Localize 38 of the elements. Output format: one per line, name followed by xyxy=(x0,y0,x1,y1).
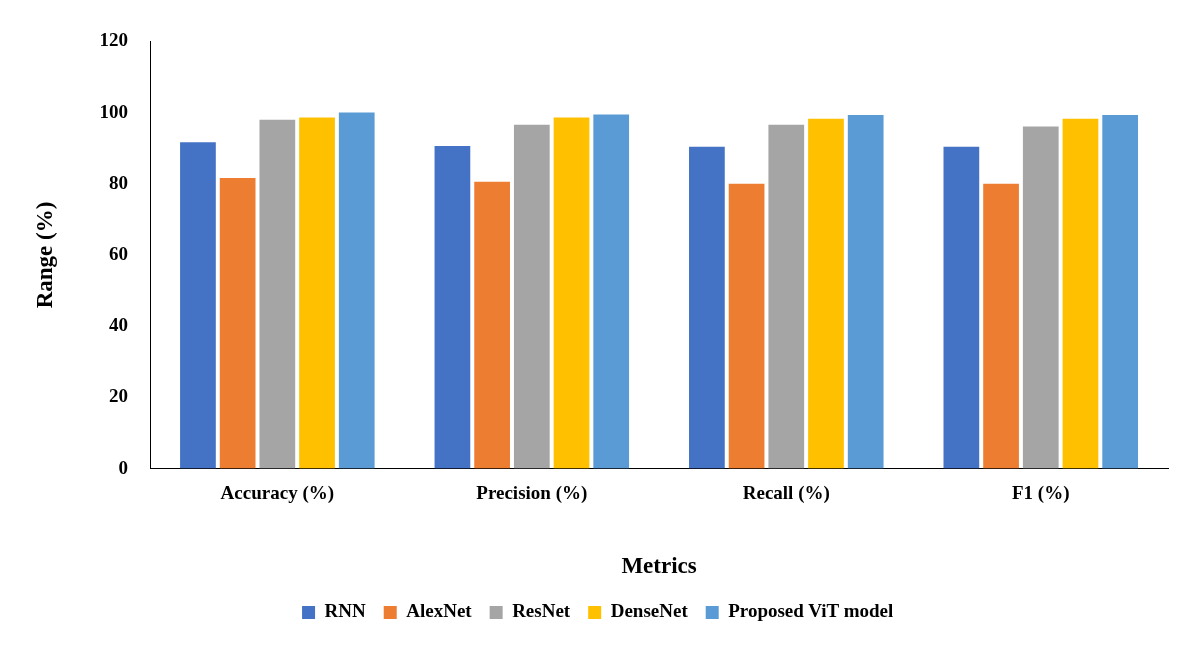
y-tick-label: 100 xyxy=(99,100,129,122)
x-tick-label: Precision (%) xyxy=(476,481,588,504)
bar xyxy=(689,146,725,469)
y-tick-label: 80 xyxy=(109,171,129,193)
bar xyxy=(943,146,980,469)
bar xyxy=(983,183,1019,469)
bar xyxy=(474,181,510,469)
bar xyxy=(768,124,805,469)
bar xyxy=(728,183,765,469)
y-tick-label: 40 xyxy=(109,314,129,336)
x-axis-title: Metrics xyxy=(621,553,697,579)
bar xyxy=(338,112,375,469)
y-tick-label: 120 xyxy=(99,29,129,51)
x-tick-label: F1 (%) xyxy=(1012,481,1070,504)
y-tick-label: 20 xyxy=(109,385,129,407)
legend-label: AlexNet xyxy=(406,600,473,622)
bar xyxy=(808,118,844,469)
bar xyxy=(847,115,884,469)
bar xyxy=(219,178,256,469)
bar xyxy=(299,117,335,469)
bar xyxy=(1102,115,1139,469)
legend-label: DenseNet xyxy=(610,600,689,622)
x-tick-label: Recall (%) xyxy=(742,481,830,504)
bar xyxy=(259,119,296,469)
bar xyxy=(1062,118,1099,469)
bar xyxy=(513,124,550,469)
legend-label: RNN xyxy=(324,600,367,622)
bar xyxy=(593,114,630,469)
legend-label: Proposed ViT model xyxy=(728,600,894,622)
y-axis-title: Range (%) xyxy=(31,201,57,309)
bar xyxy=(434,146,471,469)
legend-label: ResNet xyxy=(512,600,571,622)
x-tick-label: Accuracy (%) xyxy=(220,481,335,504)
y-tick-label: 60 xyxy=(109,242,129,264)
bar xyxy=(180,142,216,469)
bar xyxy=(1022,126,1059,469)
y-tick-label: 0 xyxy=(118,456,129,478)
bar xyxy=(553,117,590,469)
